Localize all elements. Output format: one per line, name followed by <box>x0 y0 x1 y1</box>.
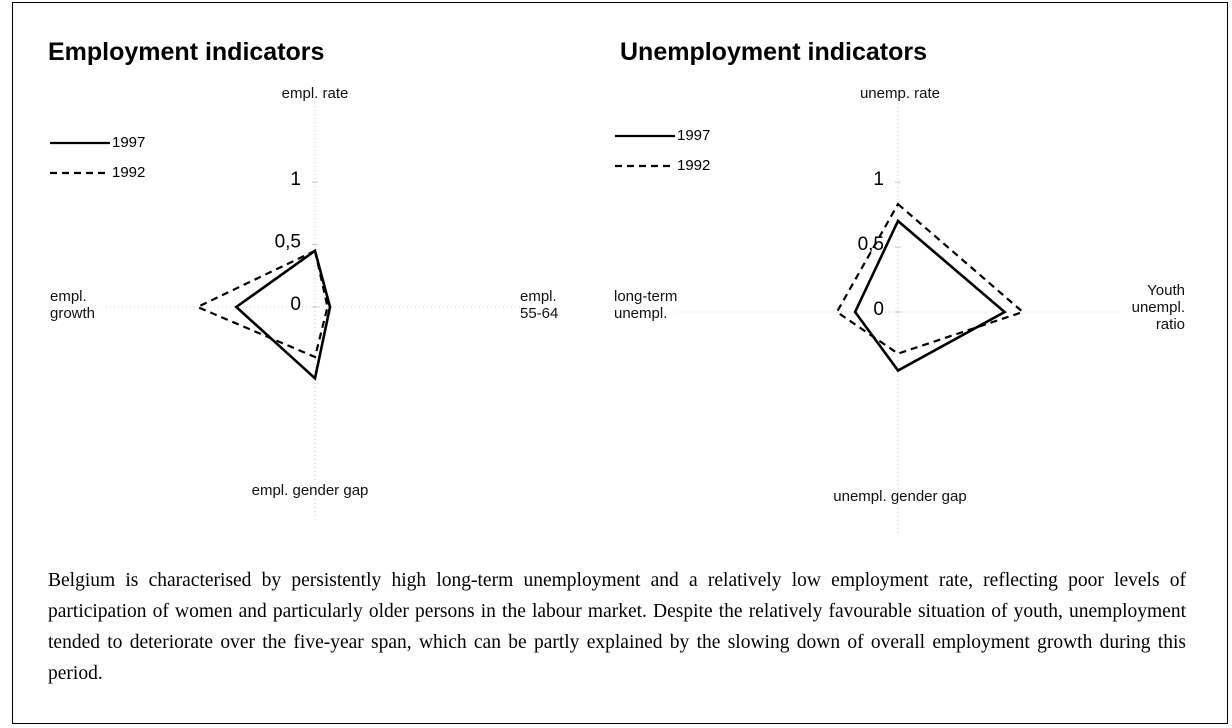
axis-label: empl. rate <box>281 85 349 102</box>
series-line <box>194 249 329 359</box>
series-line <box>234 248 332 381</box>
frame <box>12 2 1228 724</box>
tick-label: 0 <box>873 299 884 320</box>
tick-label: 0 <box>290 294 301 315</box>
axis-label: unempl. gender gap <box>833 488 967 505</box>
tick-label: 1 <box>873 169 884 190</box>
axis-label: empl. 55-64 <box>520 288 559 322</box>
axis-label: long-term unempl. <box>614 288 678 322</box>
tick-label: 0,5 <box>858 234 884 255</box>
legend-label: 1997 <box>112 134 145 151</box>
legend-label: 1992 <box>677 157 710 174</box>
series-line <box>853 218 1007 373</box>
axis-label: Youth unempl. ratio <box>1131 282 1185 333</box>
legend-label: 1992 <box>112 164 145 181</box>
axis-label: unemp. rate <box>859 85 941 102</box>
axis-label: empl. gender gap <box>251 482 369 499</box>
series-line <box>835 202 1025 355</box>
chart-title: Employment indicators <box>48 38 325 66</box>
legend-label: 1997 <box>677 127 710 144</box>
axis-label: empl. growth <box>50 288 96 322</box>
tick-label: 1 <box>290 169 301 190</box>
chart-title: Unemployment indicators <box>620 38 927 66</box>
tick-label: 0,5 <box>275 232 301 253</box>
caption: Belgium is characterised by persistently… <box>48 570 1186 684</box>
